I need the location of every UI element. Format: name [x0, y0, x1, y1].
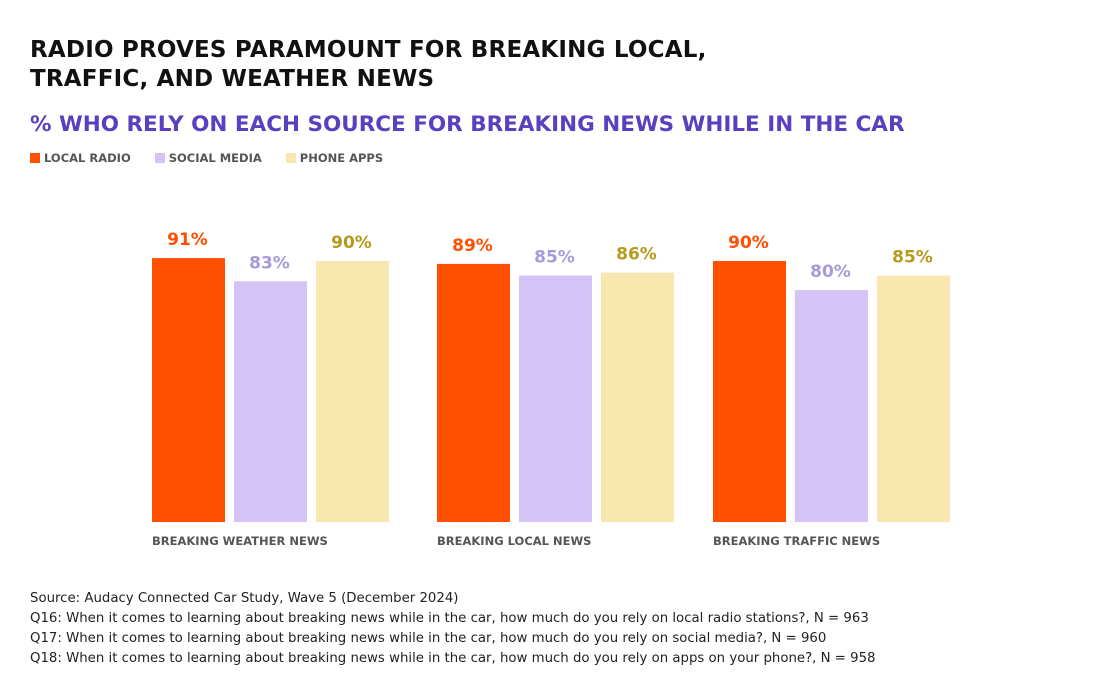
bar-local-radio: [152, 258, 225, 522]
category-label: BREAKING WEATHER NEWS: [152, 534, 328, 548]
bar-social-media: [234, 281, 307, 522]
legend-swatch: [285, 153, 296, 163]
bar-phone-apps: [877, 275, 950, 522]
data-label: 90%: [728, 233, 769, 253]
legend-item-phone-apps: PHONE APPS: [285, 151, 384, 165]
bar-local-radio: [437, 263, 510, 522]
bar-phone-apps: [316, 261, 389, 522]
data-label: 86%: [616, 245, 657, 265]
source-line: Q16: When it comes to learning about bre…: [30, 611, 869, 626]
data-label: 91%: [167, 230, 208, 250]
chart-title-line: RADIO PROVES PARAMOUNT FOR BREAKING LOCA…: [30, 37, 707, 63]
bar-social-media: [519, 275, 592, 522]
data-label: 89%: [452, 236, 493, 256]
data-label: 80%: [810, 262, 851, 282]
data-label: 85%: [534, 248, 575, 268]
source-line: Source: Audacy Connected Car Study, Wave…: [30, 591, 459, 606]
source-line: Q17: When it comes to learning about bre…: [30, 631, 827, 646]
bar-local-radio: [713, 261, 786, 522]
source-line: Q18: When it comes to learning about bre…: [30, 651, 876, 666]
chart-title-line: TRAFFIC, AND WEATHER NEWS: [30, 66, 435, 92]
legend-label: SOCIAL MEDIA: [168, 151, 262, 165]
chart-subtitle: % WHO RELY ON EACH SOURCE FOR BREAKING N…: [30, 112, 905, 137]
legend-swatch: [154, 153, 165, 163]
chart-title: RADIO PROVES PARAMOUNT FOR BREAKING LOCA…: [30, 36, 707, 94]
legend-label: PHONE APPS: [299, 151, 384, 165]
legend-item-local-radio: LOCAL RADIO: [30, 151, 131, 165]
data-label: 83%: [249, 253, 290, 273]
data-label: 85%: [892, 248, 933, 268]
category-label: BREAKING TRAFFIC NEWS: [713, 534, 880, 548]
bar-social-media: [795, 290, 868, 522]
legend-swatch: [30, 153, 40, 163]
source-notes: Source: Audacy Connected Car Study, Wave…: [30, 589, 876, 669]
legend: LOCAL RADIO SOCIAL MEDIA PHONE APPS: [30, 151, 407, 165]
legend-label: LOCAL RADIO: [44, 151, 131, 165]
bar-phone-apps: [601, 272, 674, 522]
legend-item-social-media: SOCIAL MEDIA: [154, 151, 262, 165]
data-label: 90%: [331, 233, 372, 253]
category-label: BREAKING LOCAL NEWS: [437, 534, 591, 548]
